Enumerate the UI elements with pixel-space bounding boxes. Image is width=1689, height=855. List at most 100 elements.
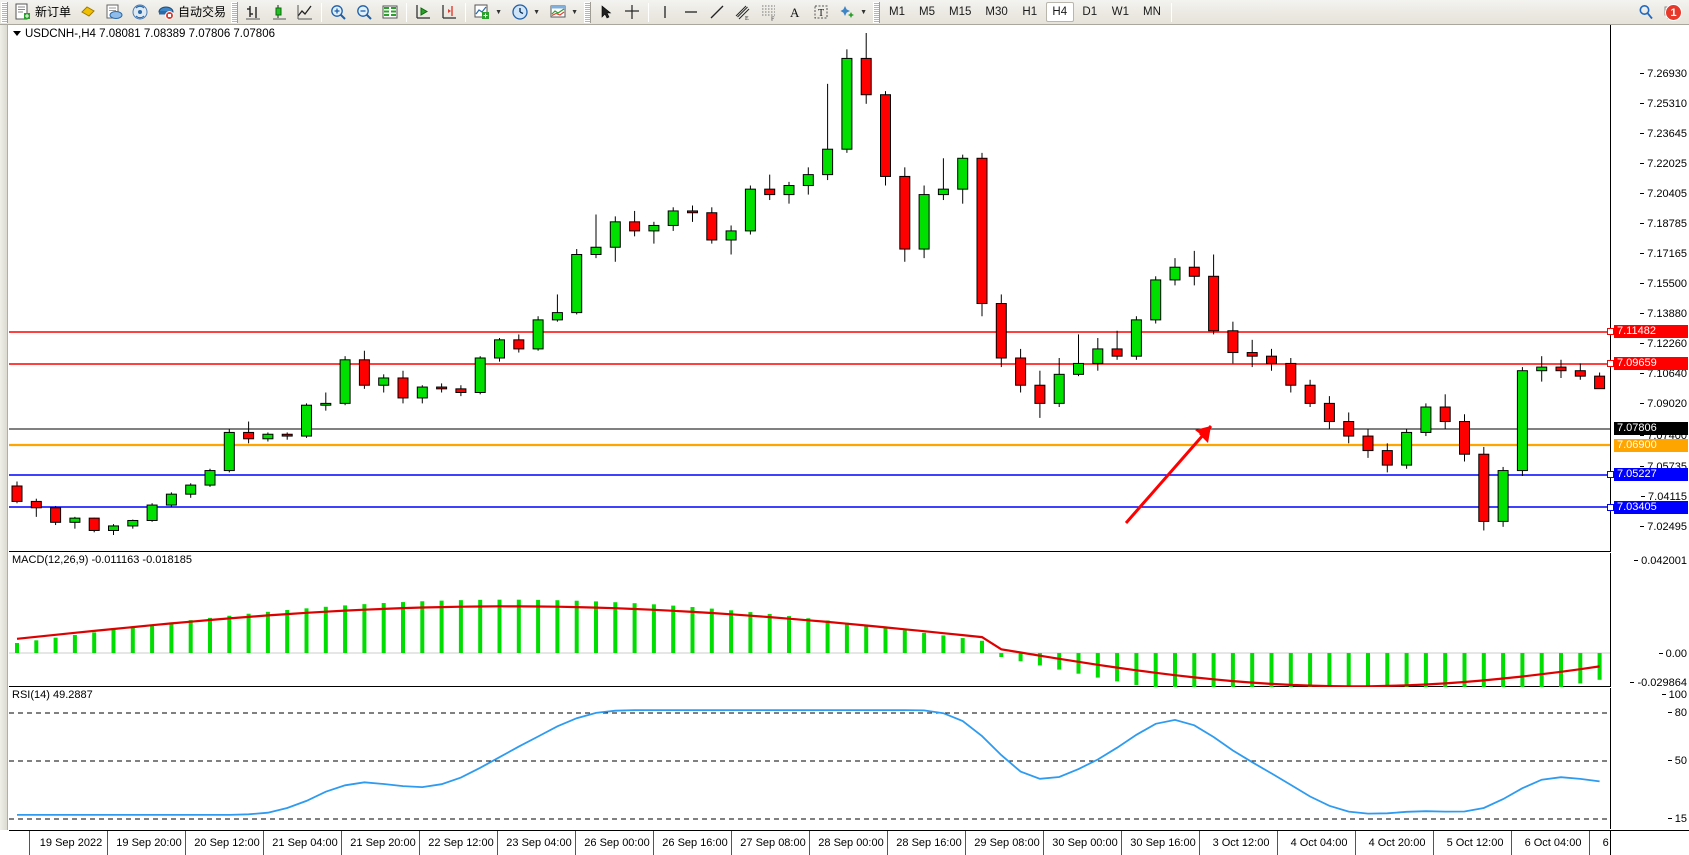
uptrend-arrow[interactable]	[1124, 425, 1213, 524]
shapes-button[interactable]: ▼	[834, 1, 872, 23]
line-chart-button[interactable]	[292, 1, 318, 23]
auto-trading-button[interactable]: 自动交易	[153, 1, 230, 23]
tf-w1[interactable]: W1	[1111, 6, 1130, 18]
zoom-in-button[interactable]	[325, 1, 351, 23]
auto-scroll-button[interactable]	[410, 1, 436, 23]
tf-h1[interactable]: H1	[1022, 6, 1038, 18]
messages-button[interactable]: 1	[1659, 1, 1689, 23]
candlestick-chart-button[interactable]	[266, 1, 292, 23]
time-axis-label: 22 Sep 12:00	[428, 837, 494, 849]
macd-pane[interactable]: MACD(12,26,9) -0.011163 -0.018185	[9, 553, 1610, 687]
time-tick	[1043, 831, 1044, 855]
templates-button[interactable]: ▼	[545, 1, 583, 23]
main-toolbar: 新订单 自动交易	[0, 0, 1689, 25]
publish-button[interactable]	[101, 1, 127, 23]
trendline-button[interactable]	[704, 1, 730, 23]
price-axis[interactable]: 7.26930 7.25310 7.23645 7.22025 7.20405 …	[1607, 25, 1689, 552]
tf-m5[interactable]: M5	[919, 6, 936, 18]
horizontal-line-button[interactable]	[678, 1, 704, 23]
tf-d1[interactable]: D1	[1082, 6, 1098, 18]
chart-menu-caret-icon[interactable]	[13, 31, 21, 37]
price-tick: 7.09020	[1640, 399, 1687, 410]
svg-text:F: F	[771, 17, 775, 22]
text-label-button[interactable]: T	[808, 1, 834, 23]
timeframe-period-button[interactable]: ▼	[507, 1, 545, 23]
macd-signal-line	[16, 605, 1600, 687]
chart-panes: USDCNH-,H4 7.08081 7.08389 7.07806 7.078…	[9, 25, 1689, 855]
templates-caret-icon[interactable]: ▼	[571, 8, 578, 16]
macd-tick: 0.042001	[1634, 556, 1687, 567]
rsi-tick: 80	[1667, 708, 1687, 719]
text-label-icon: T	[814, 5, 828, 19]
time-axis-label: 26 Sep 16:00	[662, 837, 728, 849]
svg-text:T: T	[818, 8, 824, 19]
search-button[interactable]	[1633, 1, 1659, 23]
bar-chart-button[interactable]	[240, 1, 266, 23]
rsi-pane[interactable]: RSI(14) 49.2887	[9, 688, 1610, 829]
tools-icon	[81, 6, 95, 17]
rsi-chart-svg[interactable]	[9, 688, 1610, 829]
tools-button[interactable]	[75, 1, 101, 23]
time-axis[interactable]: 19 Sep 2022 19 Sep 20:00 20 Sep 12:00 21 Se…	[9, 830, 1659, 855]
add-indicator-caret-icon[interactable]: ▼	[495, 8, 502, 16]
add-indicator-icon	[474, 4, 490, 19]
orange-level-label[interactable]: 7.06900	[1614, 439, 1688, 452]
price-tick: 7.04115	[1641, 492, 1687, 503]
time-tick	[341, 831, 342, 855]
time-axis-label: 28 Sep 00:00	[818, 837, 884, 849]
add-indicator-button[interactable]: ▼	[469, 1, 507, 23]
resistance-label-2[interactable]: 7.09659	[1607, 357, 1688, 370]
tf-m1[interactable]: M1	[889, 6, 906, 18]
text-button[interactable]: A	[782, 1, 808, 23]
support-label-2[interactable]: 7.03405	[1607, 501, 1688, 514]
tf-mn[interactable]: MN	[1143, 6, 1161, 18]
vertical-line-button[interactable]	[652, 1, 678, 23]
time-tick	[809, 831, 810, 855]
tf-m30[interactable]: M30	[985, 6, 1008, 18]
toolbar-grip-charttype[interactable]	[231, 1, 239, 23]
price-tick: 7.23645	[1640, 129, 1687, 140]
auto-trading-icon	[158, 6, 175, 20]
market-watch-button[interactable]	[377, 1, 403, 23]
auto-trading-label: 自动交易	[178, 5, 227, 19]
price-tick: 7.18785	[1640, 219, 1687, 230]
tf-h4[interactable]: H4	[1045, 2, 1074, 22]
support-label-1[interactable]: 7.05227	[1607, 468, 1688, 481]
time-tick	[419, 831, 420, 855]
resistance-label-1[interactable]: 7.11482	[1607, 325, 1688, 338]
rsi-axis[interactable]: 100 80 50 15	[1610, 688, 1689, 829]
time-tick	[731, 831, 732, 855]
tf-m15[interactable]: M15	[949, 6, 972, 18]
cursor-button[interactable]	[593, 1, 619, 23]
toolbar-grip-trade[interactable]	[1, 1, 8, 23]
timeframe-caret-icon[interactable]: ▼	[533, 8, 540, 16]
toolbar-grip-drawing[interactable]	[584, 1, 592, 23]
crosshair-button[interactable]	[619, 1, 645, 23]
time-tick	[1355, 831, 1356, 855]
shapes-caret-icon[interactable]: ▼	[860, 8, 867, 16]
time-axis-label: 6 Oct 04:00	[1524, 837, 1582, 849]
new-order-icon	[15, 3, 30, 20]
time-tick	[1199, 831, 1200, 855]
time-axis-label: 3 Oct 12:00	[1212, 837, 1270, 849]
channel-icon: E	[735, 5, 750, 21]
time-axis-label: 20 Sep 12:00	[194, 837, 260, 849]
new-order-button[interactable]: 新订单	[10, 1, 75, 23]
candlestick-icon	[273, 5, 287, 20]
publish-icon	[106, 4, 123, 19]
chart-shift-button[interactable]	[436, 1, 462, 23]
axis-corner	[1610, 830, 1689, 855]
toolbar-grip-timeframes[interactable]	[873, 1, 881, 23]
macd-axis[interactable]: 0.042001 0.00 -0.029864	[1610, 553, 1689, 689]
price-pane[interactable]: USDCNH-,H4 7.08081 7.08389 7.07806 7.078…	[9, 25, 1610, 552]
bar-chart-icon	[246, 6, 261, 20]
price-chart-svg[interactable]	[9, 25, 1610, 552]
chart-vertical-scrollbar[interactable]	[0, 25, 8, 830]
time-axis-label: 4 Oct 04:00	[1290, 837, 1348, 849]
equidistant-channel-button[interactable]: E	[730, 1, 756, 23]
macd-chart-svg[interactable]	[9, 553, 1610, 687]
candlestick-series	[11, 33, 1606, 536]
signals-button[interactable]	[127, 1, 153, 23]
zoom-out-button[interactable]	[351, 1, 377, 23]
fibonacci-button[interactable]: F	[756, 1, 782, 23]
